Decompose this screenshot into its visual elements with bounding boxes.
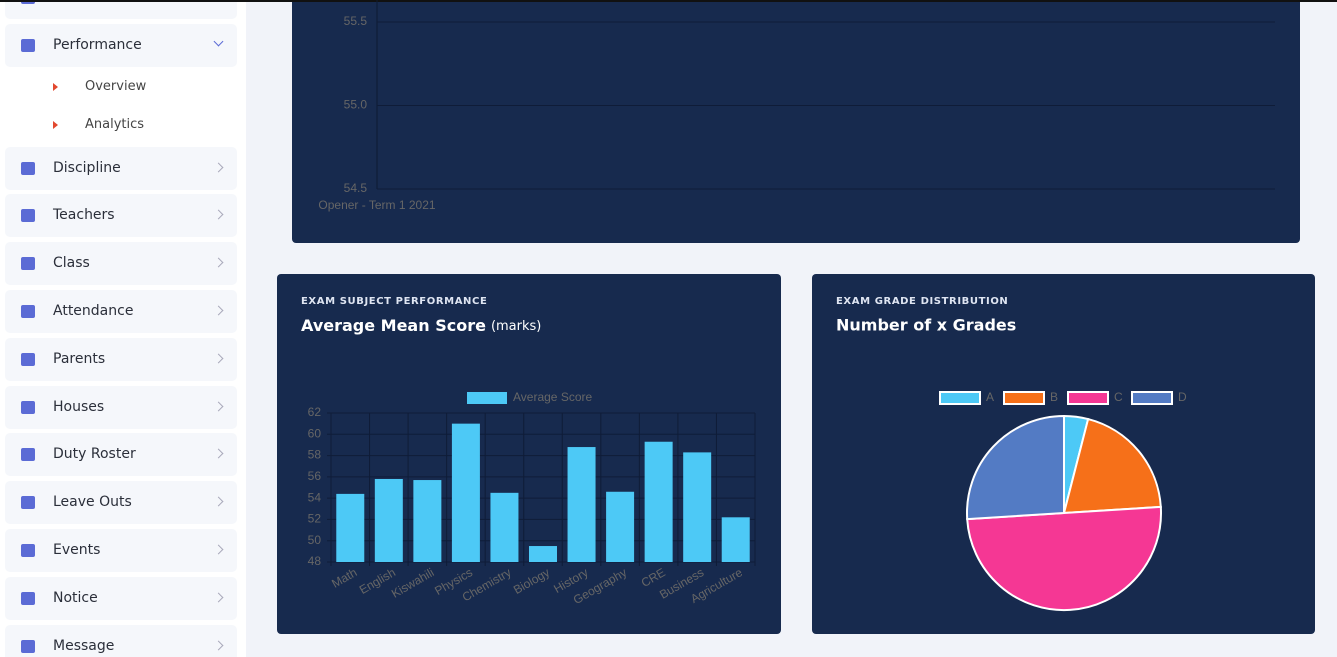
menu-item[interactable]: Message [5, 624, 237, 657]
y-tick-label: 48 [308, 554, 322, 568]
legend-swatch [1067, 391, 1109, 405]
bar [374, 478, 403, 562]
menu-label: Notice [53, 589, 98, 606]
legend-swatch [1003, 391, 1045, 405]
bar [721, 517, 750, 562]
menu-item[interactable]: Houses [5, 385, 237, 429]
bar [567, 447, 596, 562]
menu-label: Performance [53, 36, 142, 53]
menu-label: Class [53, 255, 90, 272]
bar [413, 480, 442, 562]
y-tick-label: 55.5 [344, 14, 368, 28]
menu-label: Discipline [53, 159, 121, 176]
legend-swatch [939, 391, 981, 405]
y-tick-label: 62 [308, 405, 322, 419]
y-tick-label: 54 [308, 490, 322, 504]
menu-item[interactable]: Class [5, 242, 237, 286]
legend-swatch [467, 392, 507, 404]
legend-label: B [1050, 390, 1058, 404]
menu-item[interactable]: Teachers [5, 194, 237, 238]
menu-label: Message [53, 637, 115, 654]
y-tick-label: 52 [308, 512, 322, 526]
menu-icon [21, 305, 35, 318]
menu-label: Teachers [53, 207, 115, 224]
legend-label: C [1114, 390, 1123, 404]
top-edge [0, 0, 1337, 2]
bar [490, 492, 519, 562]
menu-item[interactable]: Leave Outs [5, 481, 237, 525]
legend-label: A [986, 390, 994, 404]
bar [606, 491, 635, 562]
menu-icon [21, 161, 35, 175]
card-subtitle: EXAM GRADE DISTRIBUTION [836, 296, 1008, 307]
menu-label: Events [53, 542, 101, 558]
pie-slice [1062, 417, 1162, 515]
menu-label: Attendance [53, 303, 134, 319]
menu-item[interactable]: Parents [5, 337, 237, 381]
pie-slice [966, 505, 1162, 611]
pie-slice [966, 414, 1065, 521]
card-title: Number of x Grades [836, 316, 1016, 335]
menu-label: Leave Outs [53, 494, 132, 511]
bar [644, 441, 673, 562]
menu-icon [21, 38, 35, 52]
menu-icon [21, 448, 35, 462]
x-tick-label: Opener - Term 1 2021 [318, 198, 436, 212]
bar [451, 423, 480, 562]
card [292, 0, 1300, 243]
y-tick-label: 58 [308, 448, 322, 462]
card-subtitle: EXAM SUBJECT PERFORMANCE [301, 296, 487, 307]
menu-item[interactable]: Discipline [5, 146, 237, 190]
menu-label: Duty Roster [53, 446, 136, 463]
legend-swatch [1131, 391, 1173, 405]
menu-icon [21, 544, 35, 557]
menu-icon [21, 209, 35, 223]
legend-label: D [1178, 390, 1187, 404]
submenu-item[interactable]: Overview [52, 78, 147, 94]
legend-label: Average Score [513, 390, 592, 404]
bar [336, 493, 365, 562]
menu-icon [21, 591, 35, 605]
title-unit: (marks) [491, 319, 541, 334]
menu-icon [21, 352, 35, 366]
y-tick-label: 50 [308, 533, 322, 547]
y-tick-label: 55.0 [344, 98, 368, 112]
menu-item[interactable]: Events [5, 529, 237, 572]
menu-icon [21, 639, 35, 653]
submenu-item[interactable]: Analytics [52, 116, 145, 132]
bar [529, 546, 557, 562]
menu-icon [21, 257, 35, 271]
y-tick-label: 56 [308, 469, 322, 483]
menu-item[interactable]: Attendance [5, 290, 237, 333]
title-text: Average Mean Score [301, 316, 486, 335]
menu-icon [21, 496, 35, 510]
menu-item[interactable]: Performance [5, 23, 237, 67]
card-title: Average Mean Score (marks) [301, 316, 541, 335]
sidebar: Exam Performance Overview Analytics Discipli… [0, 0, 246, 657]
menu-label: Exam [53, 0, 92, 19]
y-tick-label: 54.5 [344, 181, 368, 195]
menu-label: Houses [53, 398, 105, 415]
y-tick-label: 60 [308, 426, 322, 440]
menu-icon [21, 400, 35, 414]
menu-label: Parents [53, 350, 106, 367]
menu-item[interactable]: Duty Roster [5, 433, 237, 477]
menu-item[interactable]: Notice [5, 576, 237, 620]
bar [683, 452, 712, 562]
